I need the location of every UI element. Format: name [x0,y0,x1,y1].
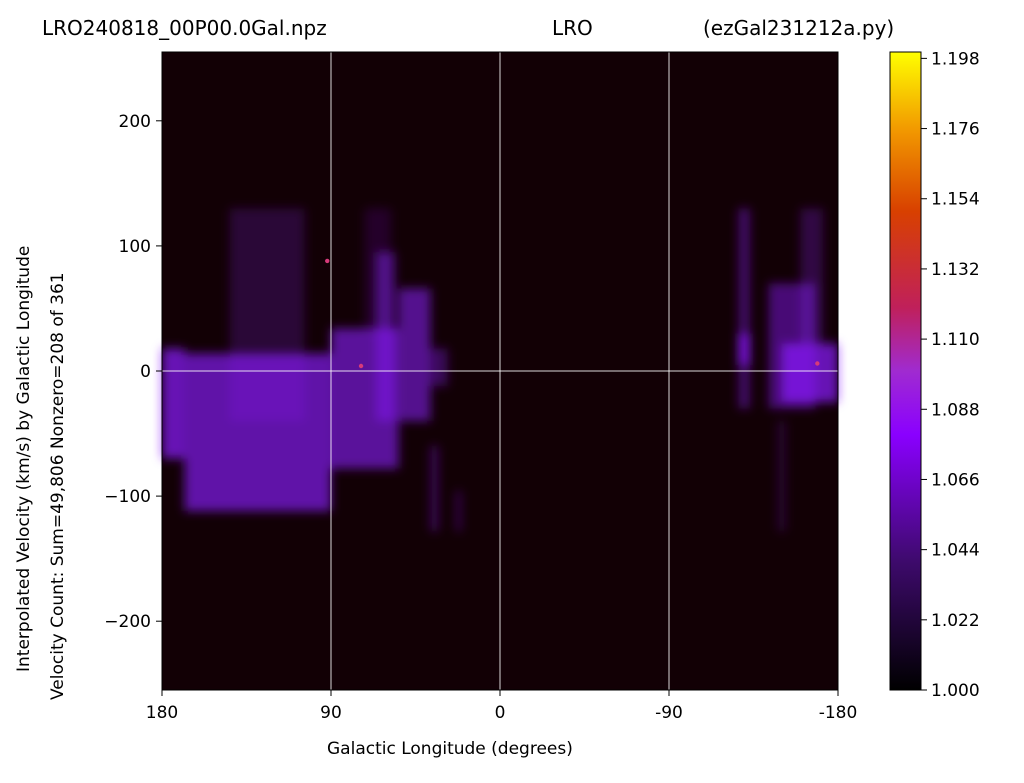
colorbar-tick-label: 1.066 [931,470,980,490]
colorbar-tick-label: 1.088 [931,400,980,420]
colorbar: 1.198 1.176 1.154 1.132 1.110 1.088 1.066 1.044… [889,49,980,701]
emission-hotspot [358,363,364,369]
chart-title-script: (ezGal231212a.py) [703,16,895,40]
emission-region [781,343,838,403]
emission-region [800,208,823,346]
emission-region [229,208,305,422]
emission-layer [162,208,838,532]
chart-title-filename: LRO240818_00P00.0Gal.npz [42,16,327,40]
x-tick-label: 0 [495,703,506,723]
colorbar-tick-label: 1.132 [931,260,980,280]
emission-region [430,446,439,532]
emission-region [430,348,448,387]
x-tick-label: -90 [655,703,683,723]
heatmap-plot [162,52,838,690]
emission-region [738,333,750,365]
y-axis-label-line-2: Velocity Count: Sum=49,806 Nonzero=208 o… [48,272,68,700]
emission-hotspot [325,258,330,264]
x-tick-label: 90 [320,703,342,723]
chart-axes: 180 90 0 -90 -180 200 100 0 −100 −200 [104,51,858,723]
emission-region [777,421,786,532]
emission-hotspot [815,361,820,366]
y-tick-label: 200 [119,112,151,132]
emission-region [456,491,461,532]
x-axis-label: Galactic Longitude (degrees) [327,739,573,759]
emission-region [162,348,185,459]
emission-region [738,208,750,409]
x-tick-label: 180 [146,703,178,723]
colorbar-tick-label: 1.154 [931,190,980,210]
y-axis-label-line-1: Interpolated Velocity (km/s) by Galactic… [14,245,34,672]
y-tick-label: −100 [104,487,151,507]
emission-region [398,288,431,422]
emission-region [364,208,392,334]
colorbar-tick-label: 1.176 [931,120,980,140]
colorbar-tick-label: 1.110 [931,330,980,350]
colorbar-tick-label: 1.022 [931,611,980,631]
colorbar-gradient [889,51,922,691]
y-tick-label: −200 [104,612,151,632]
colorbar-tick-label: 1.044 [931,541,980,561]
colorbar-tick-label: 1.198 [931,49,980,69]
y-tick-label: 0 [140,362,151,382]
chart-title-station: LRO [552,16,593,40]
y-tick-label: 100 [119,237,151,257]
colorbar-tick-label: 1.000 [931,681,980,701]
x-tick-label: -180 [819,703,858,723]
